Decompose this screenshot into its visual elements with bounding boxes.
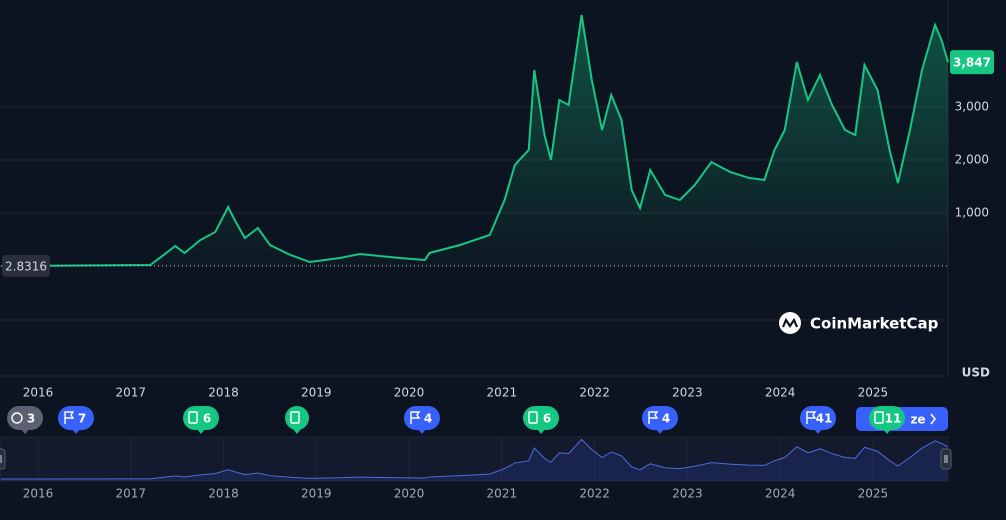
navigator-x-label: 2017 [116, 487, 147, 501]
event-badge-tip [814, 429, 822, 434]
event-count: 41 [816, 412, 833, 426]
event-badge[interactable]: 6 [523, 406, 559, 434]
event-badge-bg[interactable] [642, 406, 678, 430]
brand-logo-mark [781, 317, 799, 328]
y-tick-label: 1,000 [955, 205, 989, 219]
event-badge-bg[interactable] [285, 406, 309, 430]
event-badge[interactable]: 4 [642, 406, 678, 434]
y-tick-label: 2,000 [955, 153, 989, 167]
event-badge[interactable]: 11 [869, 406, 905, 434]
event-badge-tip [293, 429, 301, 434]
flag-icon [64, 411, 75, 424]
x-tick-label: 2023 [672, 386, 703, 400]
doc-icon [874, 411, 884, 424]
brand-logo [779, 312, 801, 334]
navigator-x-label: 2018 [208, 487, 239, 501]
event-badge-tip [537, 429, 545, 434]
price-line [0, 14, 949, 267]
event-badge[interactable]: 3 [7, 406, 43, 434]
y-tick-label: 3,000 [955, 100, 989, 114]
current-value-label: 3,847 [953, 56, 991, 70]
event-badge[interactable]: 7 [58, 406, 94, 434]
event-count: 6 [203, 412, 211, 426]
event-badge-tip [21, 429, 29, 434]
navigator-x-label: 2024 [765, 487, 796, 501]
brand-name: CoinMarketCap [810, 315, 939, 333]
navigator-x-label: 2022 [579, 487, 610, 501]
navigator-area [0, 439, 948, 481]
currency-label: USD [962, 366, 990, 380]
navigator-x-label: 2025 [858, 487, 889, 501]
doc-icon [188, 411, 198, 424]
navigator-handle[interactable] [940, 448, 952, 470]
navigator-x-label: 2021 [487, 487, 518, 501]
x-tick-label: 2019 [301, 386, 332, 400]
event-count: 7 [78, 412, 86, 426]
event-badge[interactable]: 4 [404, 406, 440, 434]
navigator-handle[interactable] [0, 448, 6, 470]
event-badge-bg[interactable] [7, 406, 43, 430]
doc-icon [290, 411, 300, 424]
event-badge-tip [72, 429, 80, 434]
event-badge-tip [883, 429, 891, 434]
x-tick-label: 2020 [394, 386, 425, 400]
flag-icon [410, 411, 421, 424]
event-count: 6 [543, 412, 551, 426]
navigator-line [0, 438, 949, 480]
event-badge-bg[interactable] [404, 406, 440, 430]
event-badge-tip [197, 429, 205, 434]
event-badge[interactable]: 6 [183, 406, 219, 434]
x-tick-label: 2017 [116, 386, 147, 400]
chevron [930, 413, 937, 425]
x-tick-label: 2018 [208, 386, 239, 400]
flag-icon [648, 411, 659, 424]
event-count: 4 [424, 412, 432, 426]
event-badge[interactable]: 41 [800, 406, 836, 434]
x-tick-label: 2024 [765, 386, 796, 400]
x-tick-label: 2021 [487, 386, 518, 400]
current-badge [950, 50, 994, 75]
event-badge-bg[interactable] [58, 406, 94, 430]
history-icon [11, 412, 23, 424]
flag-icon [806, 411, 817, 424]
navigator-x-label: 2020 [394, 487, 425, 501]
event-count: 11 [885, 412, 902, 426]
x-tick-label: 2025 [858, 386, 889, 400]
event-badge-tip [418, 429, 426, 434]
navigator-x-label: 2016 [23, 487, 54, 501]
doc-icon [528, 411, 538, 424]
customize-label[interactable]: ze [910, 413, 925, 427]
event-badge-tip [656, 429, 664, 434]
event-badge[interactable] [285, 406, 309, 434]
start-value-label: 2.8316 [5, 259, 47, 273]
area [0, 14, 948, 266]
x-tick-label: 2022 [579, 386, 610, 400]
navigator-x-label: 2019 [301, 487, 332, 501]
navigator-x-label: 2023 [672, 487, 703, 501]
x-tick-label: 2016 [23, 386, 54, 400]
start-badge [2, 254, 50, 277]
brand: CoinMarketCap [779, 312, 939, 334]
event-count: 3 [27, 412, 35, 426]
event-count: 4 [662, 412, 670, 426]
